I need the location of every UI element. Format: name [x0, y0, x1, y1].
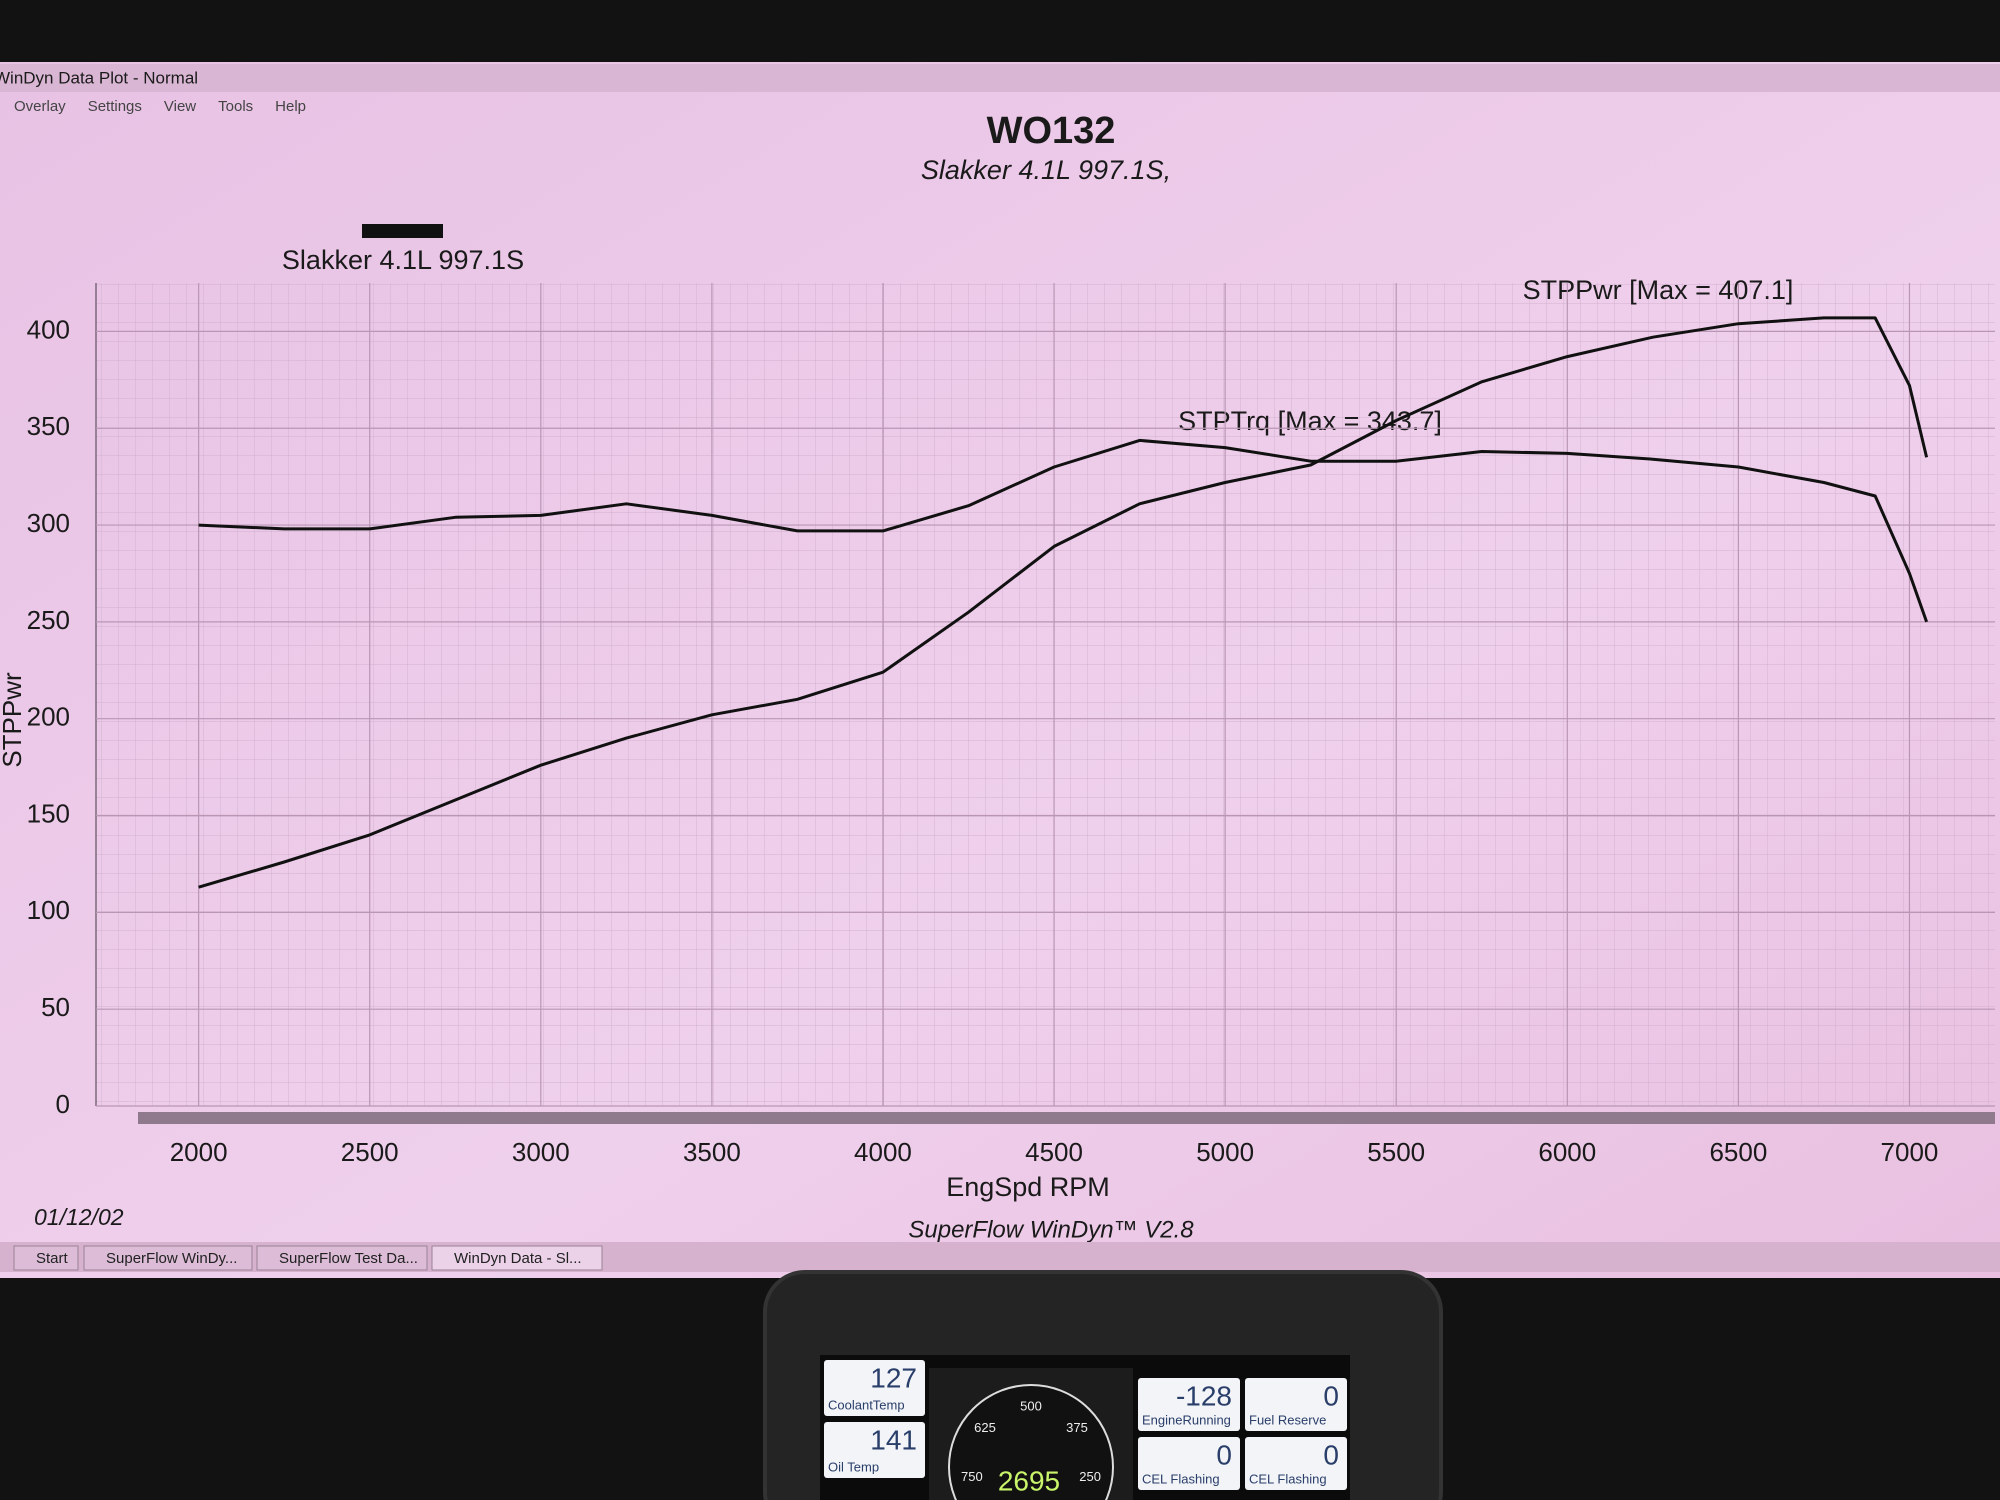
x-tick-label: 2500 [341, 1137, 399, 1167]
x-tick-label: 7000 [1881, 1137, 1939, 1167]
taskbar-label: Start [36, 1250, 69, 1267]
menu-bar: Overlay Settings View Tools Help [14, 98, 306, 115]
window-title: WinDyn Data Plot - Normal [0, 68, 198, 87]
dash-tile [824, 1360, 925, 1416]
dash-tile-value: 0 [1323, 1439, 1339, 1470]
x-tick-label: 6500 [1709, 1137, 1767, 1167]
x-tick-label: 5000 [1196, 1137, 1254, 1167]
gauge-scale: 750 [961, 1469, 983, 1484]
taskbar-buttons: Start SuperFlow WinDy... SuperFlow Test Da… [13, 1245, 603, 1271]
menu-item[interactable]: Help [275, 98, 306, 115]
chart-subtitle: Slakker 4.1L 997.1S, [921, 155, 1171, 185]
taskbar-button[interactable] [83, 1245, 253, 1271]
x-tick-label: 4000 [854, 1137, 912, 1167]
dash-readouts: 127 CoolantTemp 141 Oil Temp -128EngineRunni… [824, 1360, 1347, 1496]
y-tick-label: 200 [27, 702, 70, 732]
annotation: STPTrq [Max = 343.7] [1178, 406, 1442, 436]
taskbar-label: WinDyn Data - Sl... [454, 1250, 582, 1267]
series-line [198, 316, 1929, 889]
legend-swatch [362, 224, 443, 238]
legend-label: Slakker 4.1L 997.1S [282, 245, 524, 275]
dash-tile-label: CoolantTemp [828, 1397, 905, 1412]
menu-item[interactable]: Settings [88, 98, 142, 115]
y-tick-label: 250 [27, 605, 70, 635]
dash-tile [1245, 1378, 1347, 1431]
dash-tile-label: CEL Flashing [1142, 1471, 1220, 1486]
y-tick-label: 100 [27, 895, 70, 925]
footer: SuperFlow WinDyn™ V2.8 [908, 1216, 1194, 1243]
gauge-reading: 2695 [998, 1465, 1060, 1496]
x-tick-label: 2000 [170, 1137, 228, 1167]
y-tick-label: 300 [27, 508, 70, 538]
menu-item[interactable]: Tools [218, 98, 253, 115]
dash-tile-label: Oil Temp [828, 1459, 879, 1474]
annotation: STPPwr [Max = 407.1] [1523, 275, 1794, 305]
x-tick-label: 5500 [1367, 1137, 1425, 1167]
series-line [198, 438, 1929, 623]
dash-tile [824, 1422, 925, 1478]
x-tick-label: 3500 [683, 1137, 741, 1167]
dash-tile-label: EngineRunning [1142, 1412, 1231, 1427]
gauge-scale: 250 [1079, 1469, 1101, 1484]
dash-tile-label: CEL Flashing [1249, 1471, 1327, 1486]
dash-tile-value: 0 [1216, 1439, 1232, 1470]
taskbar-label: SuperFlow Test Da... [279, 1250, 418, 1267]
x-axis-bar [138, 1112, 1995, 1124]
dash-tile-label: Fuel Reserve [1249, 1412, 1326, 1427]
dash-tile-value: -128 [1176, 1380, 1232, 1411]
y-tick-label: 150 [27, 798, 70, 828]
taskbar-button[interactable] [431, 1245, 603, 1271]
x-tick-label: 4500 [1025, 1137, 1083, 1167]
gauge-dial [948, 1384, 1114, 1500]
title-bar [0, 64, 2000, 92]
y-tick-label: 50 [41, 992, 70, 1022]
dash-tile-value: 127 [870, 1362, 917, 1393]
y-axis-label: STPPwr [0, 672, 27, 768]
dash-tile [1138, 1437, 1240, 1490]
gauge-scale: 500 [1020, 1398, 1042, 1413]
taskbar-button[interactable] [256, 1245, 428, 1271]
menu-item[interactable]: Overlay [14, 98, 66, 115]
gauge-scale: 375 [1066, 1420, 1088, 1435]
x-tick-label: 6000 [1538, 1137, 1596, 1167]
menu-item[interactable]: View [164, 98, 196, 115]
y-tick-label: 0 [56, 1089, 70, 1119]
dash-tile [1138, 1378, 1240, 1431]
x-tick-label: 3000 [512, 1137, 570, 1167]
chart-title: WO132 [987, 110, 1116, 152]
taskbar-label: SuperFlow WinDy... [106, 1250, 237, 1267]
y-tick-label: 350 [27, 411, 70, 441]
gauge-scale: 625 [974, 1420, 996, 1435]
date: 01/12/02 [34, 1204, 124, 1230]
x-axis-label: EngSpd RPM [946, 1172, 1110, 1202]
y-tick-label: 400 [27, 314, 70, 344]
dash-tile-value: 141 [870, 1424, 917, 1455]
dash-tile-value: 0 [1323, 1380, 1339, 1411]
dash-tile [1245, 1437, 1347, 1490]
plot-area [96, 283, 1995, 1106]
taskbar-button[interactable] [13, 1245, 79, 1271]
